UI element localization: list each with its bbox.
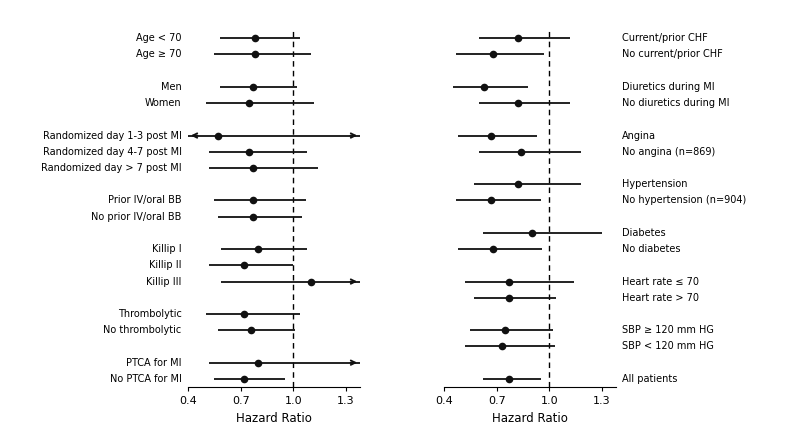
Text: No thrombolytic: No thrombolytic bbox=[103, 325, 182, 335]
Text: PTCA for MI: PTCA for MI bbox=[126, 358, 182, 368]
Text: No current/prior CHF: No current/prior CHF bbox=[622, 49, 723, 59]
Text: Prior IV/oral BB: Prior IV/oral BB bbox=[108, 196, 182, 206]
Text: Age ≥ 70: Age ≥ 70 bbox=[136, 49, 182, 59]
Text: SBP ≥ 120 mm HG: SBP ≥ 120 mm HG bbox=[622, 325, 714, 335]
Text: No angina (n=869): No angina (n=869) bbox=[622, 147, 716, 157]
Text: Heart rate ≤ 70: Heart rate ≤ 70 bbox=[622, 276, 699, 286]
Text: Angina: Angina bbox=[622, 131, 656, 141]
Text: Killip I: Killip I bbox=[152, 244, 182, 254]
Text: Current/prior CHF: Current/prior CHF bbox=[622, 33, 708, 43]
Text: Randomized day 4-7 post MI: Randomized day 4-7 post MI bbox=[42, 147, 182, 157]
Text: No hypertension (n=904): No hypertension (n=904) bbox=[622, 196, 746, 206]
Text: No diabetes: No diabetes bbox=[622, 244, 681, 254]
Text: Diabetes: Diabetes bbox=[622, 228, 666, 238]
Text: Killip III: Killip III bbox=[146, 276, 182, 286]
Text: Age < 70: Age < 70 bbox=[136, 33, 182, 43]
Text: No prior IV/oral BB: No prior IV/oral BB bbox=[91, 212, 182, 221]
Text: No PTCA for MI: No PTCA for MI bbox=[110, 374, 182, 384]
Text: Randomized day > 7 post MI: Randomized day > 7 post MI bbox=[41, 163, 182, 173]
Text: Thrombolytic: Thrombolytic bbox=[118, 309, 182, 319]
Text: Heart rate > 70: Heart rate > 70 bbox=[622, 293, 699, 303]
Text: SBP < 120 mm HG: SBP < 120 mm HG bbox=[622, 341, 714, 351]
Text: Hypertension: Hypertension bbox=[622, 179, 688, 189]
X-axis label: Hazard Ratio: Hazard Ratio bbox=[492, 412, 568, 424]
Text: Men: Men bbox=[161, 82, 182, 92]
Text: Diuretics during MI: Diuretics during MI bbox=[622, 82, 715, 92]
X-axis label: Hazard Ratio: Hazard Ratio bbox=[236, 412, 312, 424]
Text: Randomized day 1-3 post MI: Randomized day 1-3 post MI bbox=[42, 131, 182, 141]
Text: No diuretics during MI: No diuretics during MI bbox=[622, 98, 730, 108]
Text: Women: Women bbox=[145, 98, 182, 108]
Text: Killip II: Killip II bbox=[149, 260, 182, 270]
Text: All patients: All patients bbox=[622, 374, 678, 384]
